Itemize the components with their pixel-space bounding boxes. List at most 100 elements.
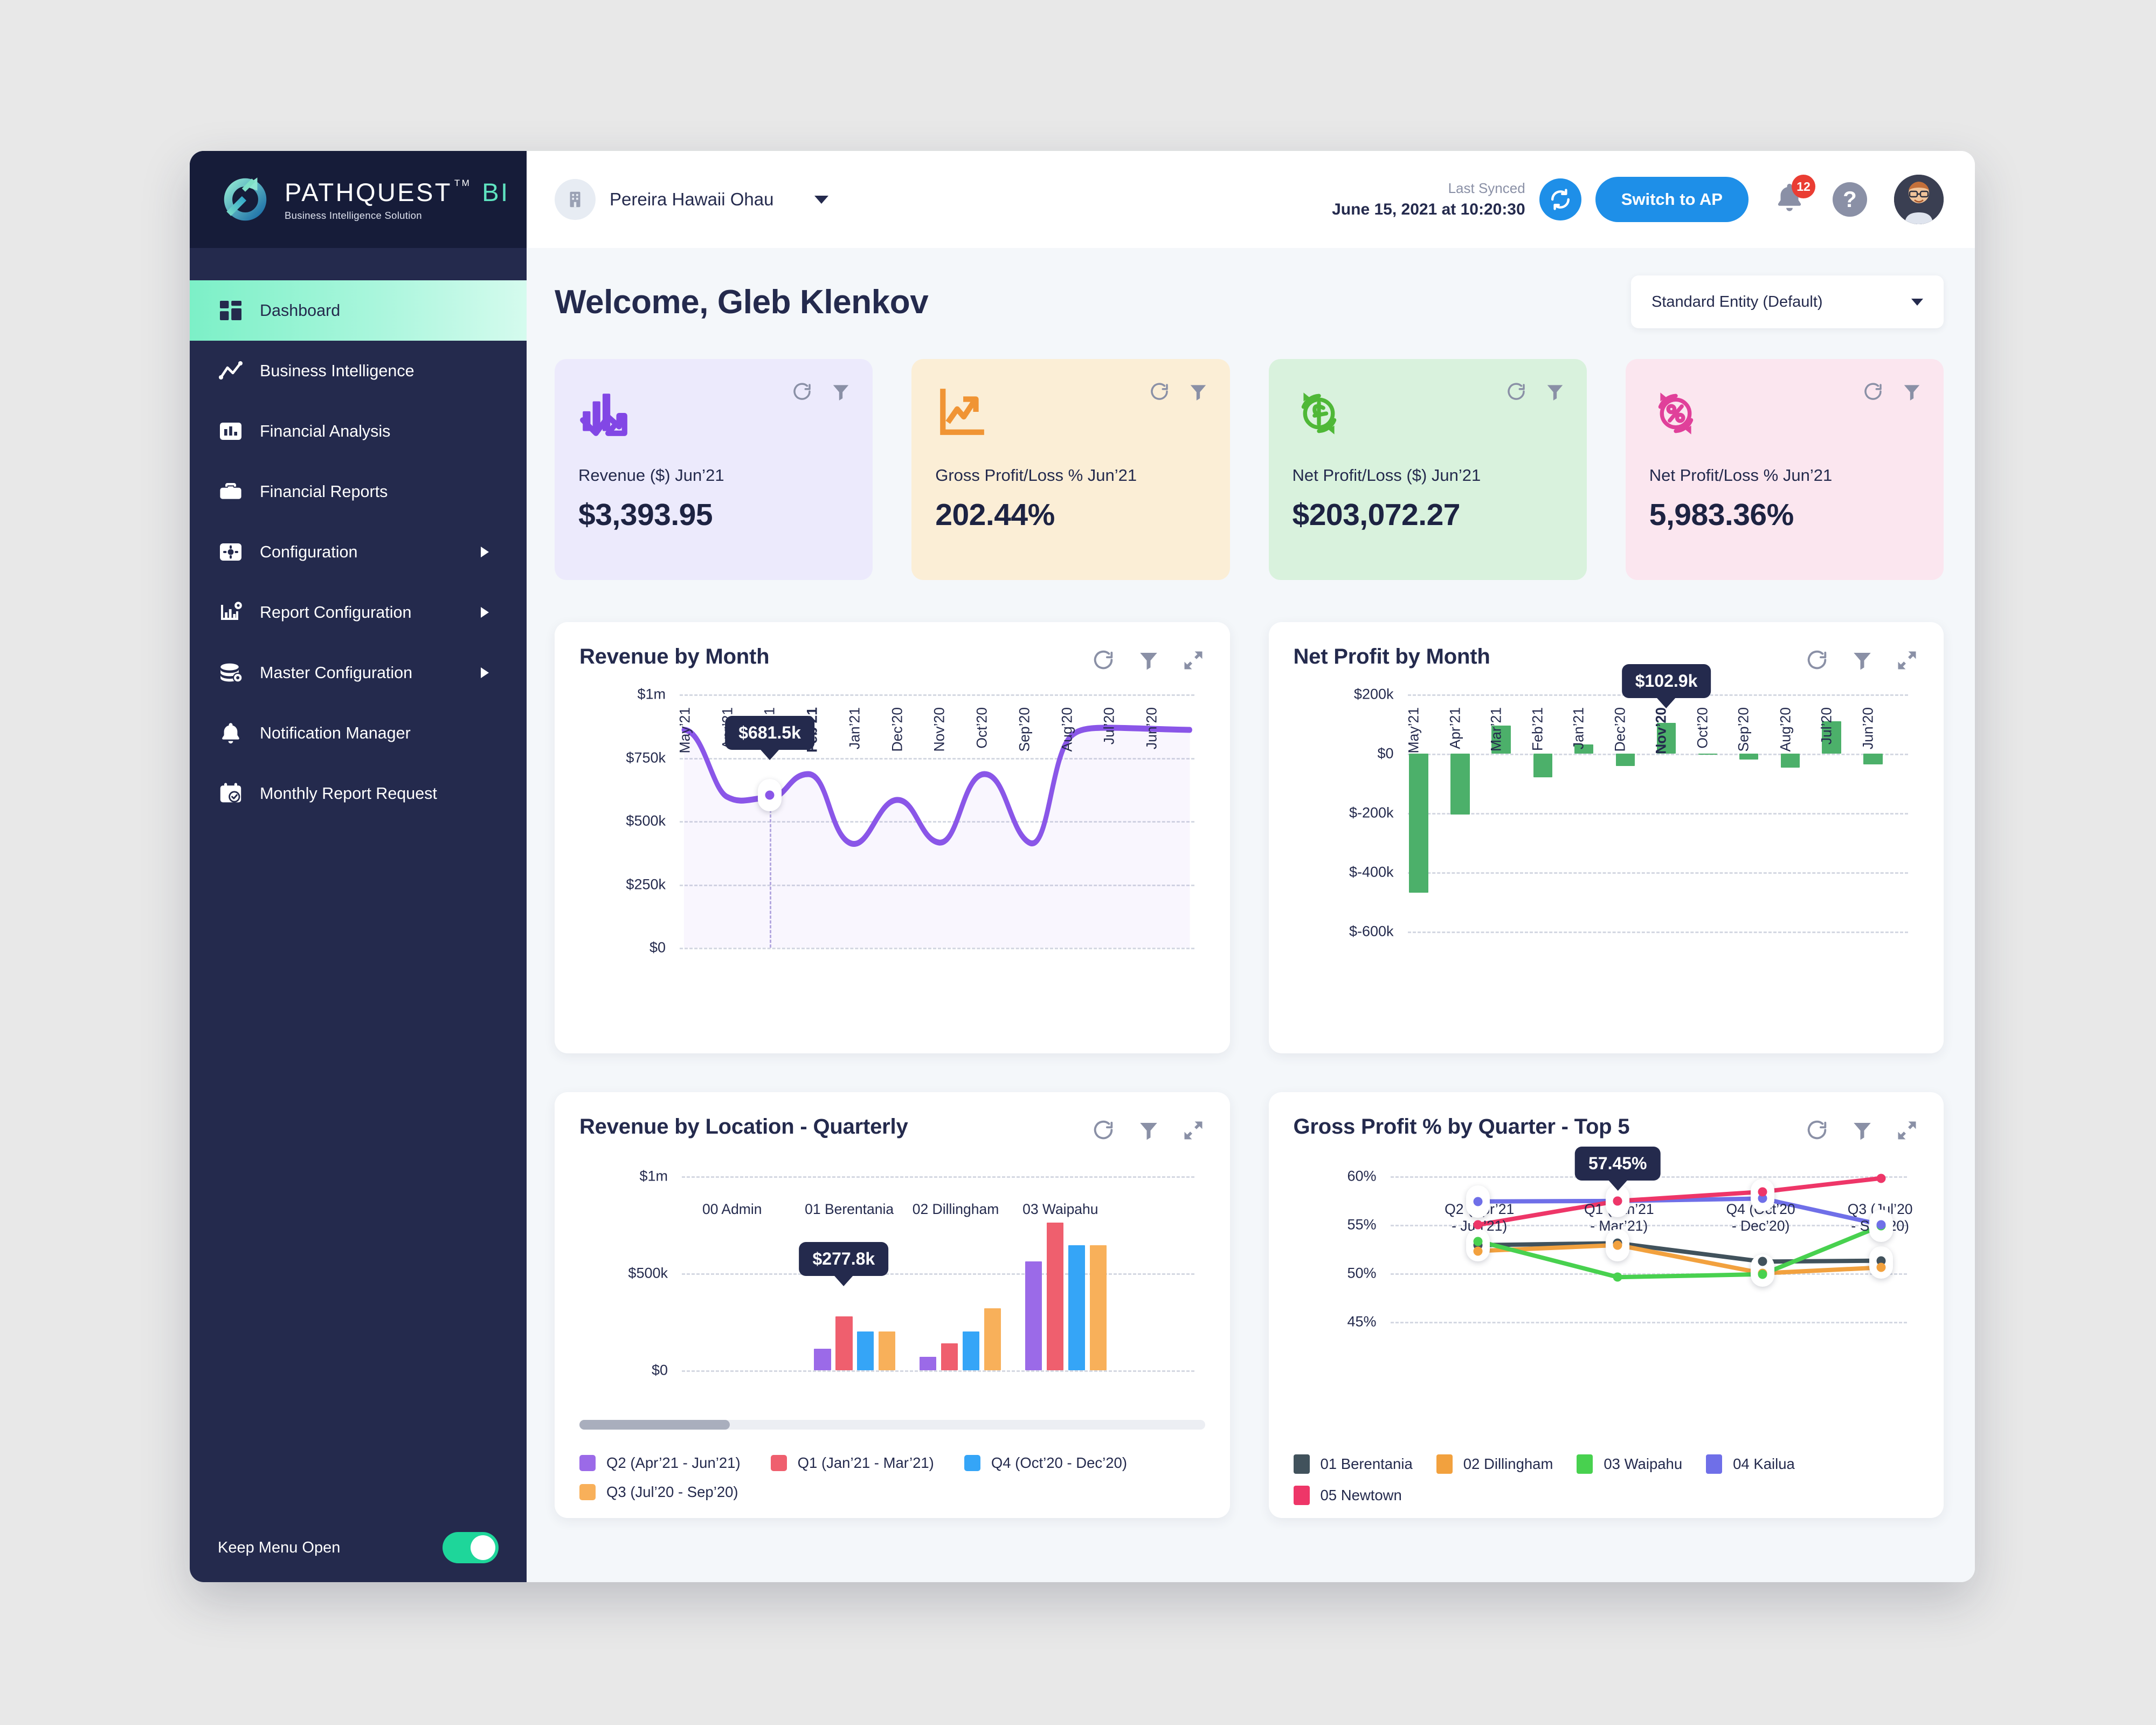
main-area: Pereira Hawaii Ohau Last Synced June 15,… [527,151,1975,1582]
expand-icon[interactable] [1181,648,1205,672]
y-tick-label: $500k [626,812,666,829]
bar[interactable] [962,1331,980,1370]
refresh-icon[interactable] [1505,381,1528,403]
refresh-icon[interactable] [1805,648,1829,673]
filter-icon[interactable] [1137,1119,1160,1142]
legend-swatch [1436,1454,1453,1474]
chart-horizontal-scrollbar[interactable] [579,1420,1205,1430]
sidebar-item-configuration[interactable]: Configuration [190,522,527,582]
entity-select[interactable]: Standard Entity (Default) [1631,275,1944,328]
trendline-icon [218,358,244,384]
legend-item[interactable]: Q2 (Apr’21 - Jun’21) [579,1454,741,1472]
bar[interactable] [1450,754,1470,815]
entity-select-value: Standard Entity (Default) [1651,293,1823,310]
refresh-icon[interactable] [1805,1118,1829,1143]
scrollbar-thumb[interactable] [579,1420,730,1430]
refresh-icon[interactable] [1091,648,1116,673]
switch-to-ap-button[interactable]: Switch to AP [1595,177,1749,222]
bar[interactable] [1025,1261,1042,1370]
bar[interactable] [1574,744,1593,754]
x-tick-label: Nov’20 [1653,707,1669,754]
y-tick-label: $200k [1353,686,1394,702]
legend-swatch [579,1484,596,1500]
keep-menu-open-toggle[interactable] [443,1532,499,1563]
kpi-tools [791,381,851,403]
y-tick-label: $-400k [1349,864,1394,880]
sidebar-item-monthly-report-request[interactable]: Monthly Report Request [190,763,527,824]
legend-item[interactable]: 02 Dillingham [1436,1454,1553,1474]
refresh-circle-icon[interactable] [1539,178,1581,220]
bar[interactable] [1089,1245,1107,1370]
plot-gross-profit-by-quarter: 60% 55% 50% 45% [1347,1147,1913,1360]
expand-icon[interactable] [1181,1119,1205,1142]
expand-icon[interactable] [1895,648,1919,672]
sidebar-item-notification-manager[interactable]: Notification Manager [190,703,527,763]
legend-item[interactable]: Q1 (Jan’21 - Mar’21) [770,1454,934,1472]
bar[interactable] [1698,754,1718,755]
sidebar-item-dashboard[interactable]: Dashboard [190,280,527,341]
plot-net-profit-by-month: $200k $0 $-200k $-400k $-600k [1349,664,1908,940]
bar[interactable] [1739,754,1759,760]
help-icon[interactable]: ? [1833,182,1867,217]
legend-item[interactable]: 01 Berentania [1293,1454,1413,1474]
x-tick-label: 02 Dillingham [912,1201,999,1217]
filter-icon[interactable] [1902,382,1922,402]
legend-item[interactable]: 04 Kailua [1706,1454,1795,1474]
bar[interactable] [984,1308,1001,1370]
refresh-icon[interactable] [1148,381,1171,403]
filter-icon[interactable] [1137,649,1160,672]
kpi-card-net-profit-dollar: Net Profit/Loss ($) Jun’21 $203,072.27 [1268,359,1587,580]
page-content: Welcome, Gleb Klenkov Standard Entity (D… [527,248,1975,1582]
filter-icon[interactable] [1851,649,1874,672]
bar[interactable] [1822,721,1841,754]
refresh-icon[interactable] [1862,381,1884,403]
bar[interactable] [814,1349,831,1370]
bar[interactable] [1046,1223,1064,1370]
sidebar-item-report-configuration[interactable]: Report Configuration [190,582,527,643]
card-header: Gross Profit % by Quarter - Top 5 [1294,1115,1919,1143]
bar[interactable] [920,1357,937,1370]
sidebar-item-label: Report Configuration [260,603,412,622]
bar[interactable] [857,1331,874,1370]
building-icon [555,179,596,220]
notifications-button[interactable]: 12 [1772,175,1815,219]
welcome-row: Welcome, Gleb Klenkov Standard Entity (D… [555,270,1944,334]
bar[interactable] [1863,754,1883,764]
refresh-icon[interactable] [1091,1118,1116,1143]
legend-item[interactable]: Q3 (Jul’20 - Sep’20) [579,1484,738,1501]
filter-icon[interactable] [1545,382,1565,402]
expand-icon[interactable] [1895,1119,1919,1142]
brand-trademark: TM [454,178,472,188]
bar-chart-icon [218,418,244,444]
bar[interactable] [1491,726,1511,754]
avatar[interactable] [1894,175,1944,224]
filter-icon[interactable] [1188,382,1208,402]
y-tick-label: $-200k [1349,804,1394,821]
bar[interactable] [1068,1245,1086,1370]
page-title: Welcome, Gleb Klenkov [555,283,929,321]
bar[interactable] [1409,754,1428,893]
x-tick-label: Dec’20 [1612,707,1628,752]
filter-icon[interactable] [831,382,851,402]
org-selector[interactable]: Pereira Hawaii Ohau [555,179,829,220]
filter-icon[interactable] [1851,1119,1874,1142]
brand-title: PATHQUEST TM BI [285,178,509,205]
legend-item[interactable]: 03 Waipahu [1577,1454,1682,1474]
bar[interactable] [1781,754,1800,768]
sidebar-item-financial-reports[interactable]: Financial Reports [190,461,527,522]
bar[interactable] [835,1316,853,1370]
bar[interactable] [1533,754,1552,777]
legend-item[interactable]: Q4 (Oct’20 - Dec’20) [964,1454,1127,1472]
sidebar-item-financial-analysis[interactable]: Financial Analysis [190,401,527,461]
legend-swatch [1706,1454,1723,1474]
sidebar-item-master-configuration[interactable]: Master Configuration [190,643,527,703]
keep-menu-open-row: Keep Menu Open [190,1513,527,1582]
bar[interactable] [1615,754,1635,766]
refresh-icon[interactable] [791,381,813,403]
bar[interactable] [1656,723,1676,754]
legend-item[interactable]: 05 Newtown [1293,1486,1402,1505]
bar[interactable] [878,1331,896,1370]
bar[interactable] [941,1343,958,1370]
x-tick-label: 00 Admin [702,1201,762,1217]
sidebar-item-business-intelligence[interactable]: Business Intelligence [190,341,527,401]
